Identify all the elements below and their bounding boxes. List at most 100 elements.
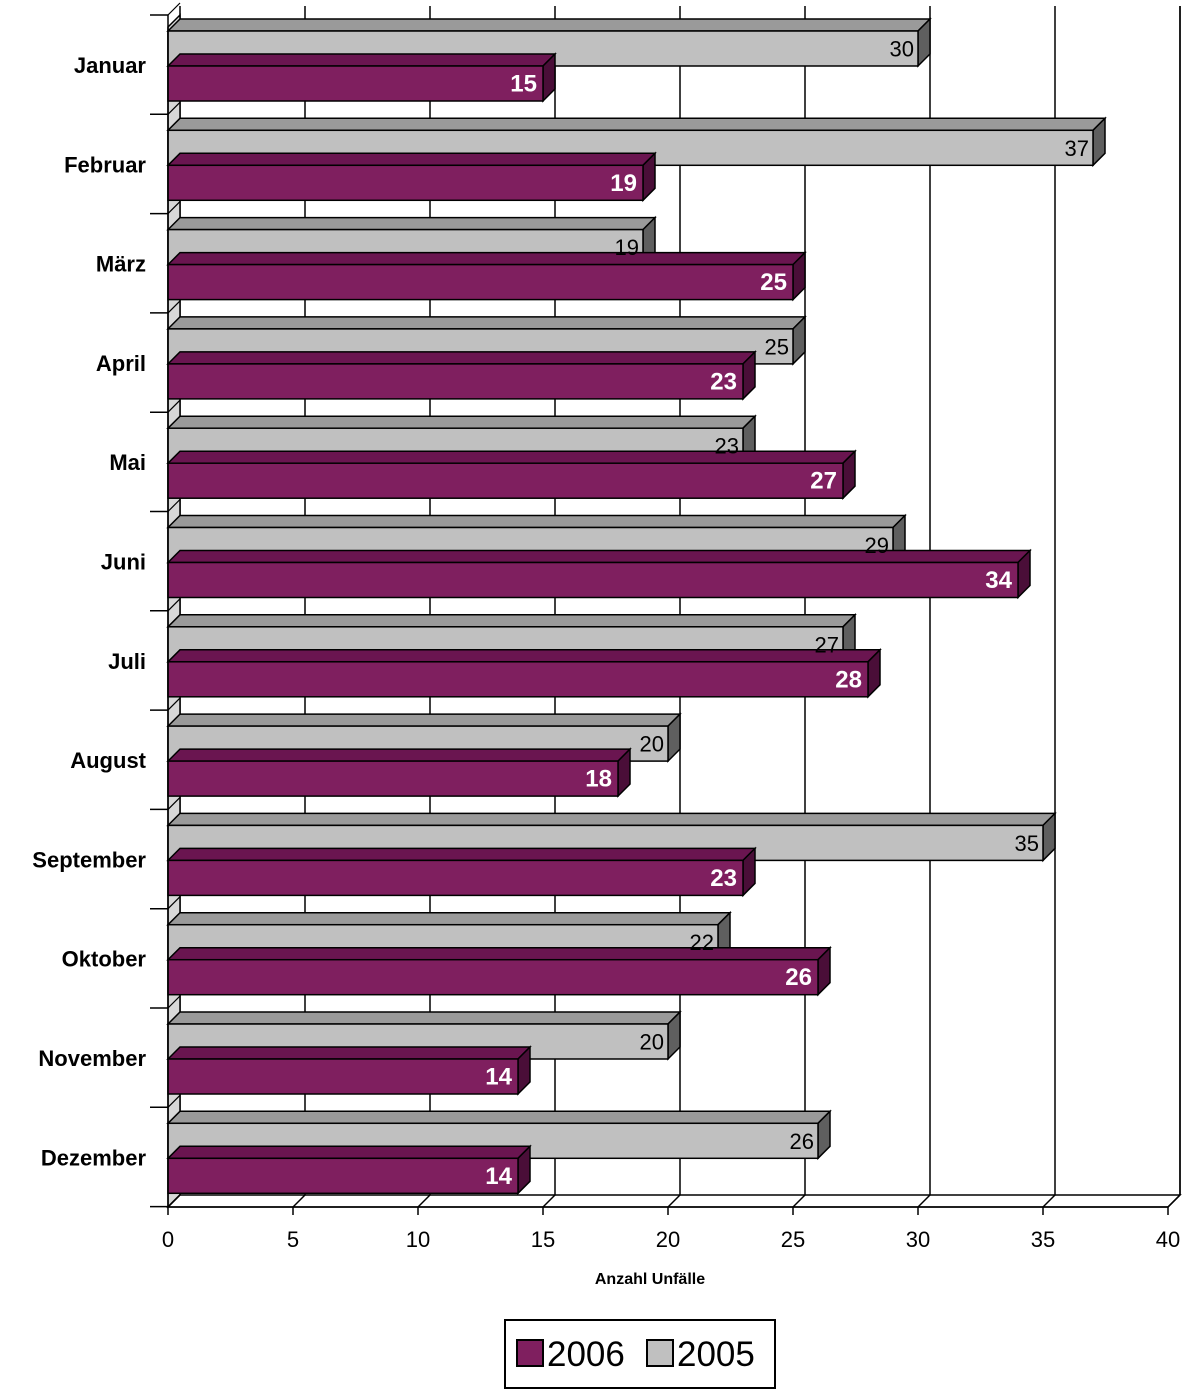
x-tick-label: 0 xyxy=(162,1227,174,1252)
bar-2006-6-value-label: 28 xyxy=(835,666,862,693)
bar-2005-3-value-label: 25 xyxy=(765,334,789,359)
bar-2005-10-top-face xyxy=(166,1011,682,1025)
bar-2005-5-value-label: 29 xyxy=(865,533,889,558)
bar-2006-7-value-label: 18 xyxy=(585,766,612,793)
bar-2005-4-value-label: 23 xyxy=(715,434,739,459)
wall-divider xyxy=(167,2,181,16)
bar-2005-4-top-face xyxy=(166,415,757,429)
wall-divider xyxy=(167,896,181,910)
x-tick-label: 35 xyxy=(1031,1227,1055,1252)
bar-2005-7-value-label: 20 xyxy=(640,732,664,757)
bar-2006-0-value-label: 15 xyxy=(510,71,537,98)
x-axis-title: Anzahl Unfälle xyxy=(595,1271,705,1288)
bar-2006-7 xyxy=(167,760,619,797)
floor-diagonal-15 xyxy=(542,1194,556,1208)
bar-2006-3-value-label: 23 xyxy=(710,368,737,395)
bar-2006-5-top-face xyxy=(166,549,1032,564)
category-label: September xyxy=(32,847,146,872)
bar-2005-6-value-label: 27 xyxy=(815,632,839,657)
bar-2006-7-top-face xyxy=(166,748,632,762)
bar-2006-4 xyxy=(167,462,844,499)
bar-2006-8-top-face xyxy=(166,847,757,862)
legend-swatch-2006 xyxy=(516,1339,544,1367)
category-label: Juni xyxy=(101,550,146,575)
bar-2006-4-value-label: 27 xyxy=(810,468,837,495)
bar-2005-7-top-face xyxy=(166,713,682,727)
floor-diagonal-10 xyxy=(417,1194,431,1208)
bar-2006-5 xyxy=(167,561,1019,599)
wall-divider xyxy=(167,399,181,413)
bar-2006-11-top-face xyxy=(166,1145,532,1160)
bar-2005-0-top-face xyxy=(166,18,932,32)
legend-label-2006: 2006 xyxy=(547,1335,625,1374)
bar-2006-8 xyxy=(167,859,744,897)
floor-diagonal-25 xyxy=(792,1194,806,1208)
wall-divider xyxy=(167,201,181,215)
floor-diagonal-30 xyxy=(917,1194,931,1208)
bar-2006-3 xyxy=(167,363,744,400)
legend-box xyxy=(504,1319,776,1389)
bar-2006-0 xyxy=(167,65,544,102)
bar-2005-9-value-label: 22 xyxy=(690,930,714,955)
x-tick-label: 20 xyxy=(656,1227,680,1252)
category-label: März xyxy=(96,252,146,277)
category-label: November xyxy=(38,1046,146,1071)
category-label: Januar xyxy=(74,53,147,78)
bar-2005-8-value-label: 35 xyxy=(1015,831,1039,856)
bar-2006-9 xyxy=(167,958,819,996)
bar-2006-11 xyxy=(167,1157,519,1195)
bar-2006-9-top-face xyxy=(166,946,832,961)
bar-2006-2 xyxy=(167,263,794,301)
bar-2005-9-top-face xyxy=(166,911,732,926)
bar-2005-11-top-face xyxy=(166,1110,832,1125)
bar-2006-1 xyxy=(167,164,644,202)
bar-2006-1-top-face xyxy=(166,152,657,167)
bar-2006-6-top-face xyxy=(166,649,882,663)
bar-2006-5-value-label: 34 xyxy=(985,567,1012,594)
bar-2005-6-top-face xyxy=(166,614,857,628)
bar-2005-2-value-label: 19 xyxy=(615,235,639,260)
legend: 2006 2005 xyxy=(504,1319,776,1389)
bar-2005-0-value-label: 30 xyxy=(890,37,914,62)
bar-2006-4-top-face xyxy=(166,450,857,464)
bar-2005-2-top-face xyxy=(166,216,657,231)
wall-divider xyxy=(167,995,181,1009)
bar-2006-10 xyxy=(167,1058,519,1095)
category-label: Oktober xyxy=(62,947,147,972)
bar-2006-2-top-face xyxy=(166,251,807,266)
wall-divider xyxy=(167,1094,181,1108)
category-label: August xyxy=(70,748,146,773)
category-label: Februar xyxy=(64,152,146,177)
wall-divider xyxy=(167,300,181,314)
x-tick-label: 10 xyxy=(406,1227,430,1252)
x-tick-label: 5 xyxy=(287,1227,299,1252)
floor-diagonal-40 xyxy=(1167,1194,1181,1208)
legend-swatch-2005 xyxy=(646,1339,674,1367)
bar-2006-1-value-label: 19 xyxy=(610,170,637,197)
axes xyxy=(150,2,1169,1215)
bar-2006-8-value-label: 23 xyxy=(710,865,737,892)
x-tick-label: 15 xyxy=(531,1227,555,1252)
gridlines xyxy=(292,6,1181,1208)
bar-2006-6 xyxy=(167,661,869,698)
bar-2005-11-value-label: 26 xyxy=(790,1129,814,1154)
category-label: April xyxy=(96,351,146,376)
legend-label-2005: 2005 xyxy=(677,1335,755,1374)
bar-2005-1-value-label: 37 xyxy=(1065,136,1089,161)
bar-2005-3-top-face xyxy=(166,316,807,330)
x-tick-label: 30 xyxy=(906,1227,930,1252)
wall-divider xyxy=(167,796,181,810)
bar-2006-2-value-label: 25 xyxy=(760,269,787,296)
x-tick-label: 25 xyxy=(781,1227,805,1252)
bar-2006-11-value-label: 14 xyxy=(485,1163,512,1190)
category-label: Dezember xyxy=(41,1145,147,1170)
category-label: Juli xyxy=(108,649,146,674)
bar-2006-9-value-label: 26 xyxy=(785,964,812,991)
category-label: Mai xyxy=(109,450,146,475)
x-tick-label: 40 xyxy=(1156,1227,1180,1252)
bar-2005-8-top-face xyxy=(166,812,1057,827)
labels: 0 5 10 15 20 25 30 35 40 30 15 Januar 37 19 Februar 19 2… xyxy=(32,37,1180,1253)
bar-2005-1-top-face xyxy=(166,117,1107,132)
floor-diagonal-20 xyxy=(667,1194,681,1208)
